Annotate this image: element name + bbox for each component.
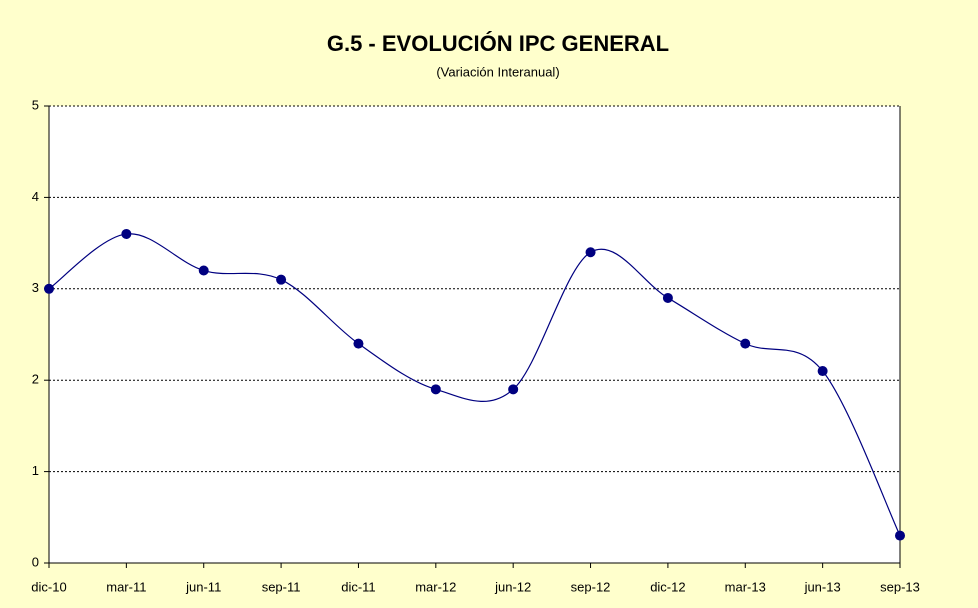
x-tick-label: dic-10: [31, 579, 66, 594]
x-tick-label: sep-12: [571, 579, 611, 594]
data-point: [430, 384, 441, 395]
data-point: [662, 292, 673, 303]
data-point: [121, 228, 132, 239]
chart-title: G.5 - EVOLUCIÓN IPC GENERAL: [327, 31, 669, 56]
y-tick-label: 4: [32, 189, 39, 204]
y-tick-label: 5: [32, 97, 39, 112]
plot-area: [49, 106, 900, 563]
x-tick-label: mar-11: [106, 579, 146, 594]
data-point: [508, 384, 519, 395]
data-point: [353, 338, 364, 349]
x-tick-label: sep-13: [880, 579, 920, 594]
y-tick-label: 3: [32, 280, 39, 295]
data-point: [817, 366, 828, 377]
data-point: [895, 530, 905, 541]
y-tick-label: 0: [32, 554, 39, 569]
x-tick-label: dic-12: [650, 579, 685, 594]
x-tick-label: mar-12: [415, 579, 456, 594]
y-tick-label: 2: [32, 372, 39, 387]
data-point: [585, 247, 596, 258]
x-tick-label: sep-11: [262, 579, 301, 594]
x-tick-label: dic-11: [341, 579, 375, 594]
x-tick-label: mar-13: [725, 579, 766, 594]
x-tick-label: jun-11: [185, 579, 221, 594]
data-point: [740, 338, 751, 349]
data-point: [276, 274, 287, 285]
chart-subtitle: (Variación Interanual): [436, 64, 559, 79]
x-tick-label: jun-12: [494, 579, 531, 594]
x-tick-label: jun-13: [804, 579, 841, 594]
data-point: [198, 265, 209, 276]
y-tick-label: 1: [32, 463, 39, 478]
data-point: [44, 283, 54, 294]
